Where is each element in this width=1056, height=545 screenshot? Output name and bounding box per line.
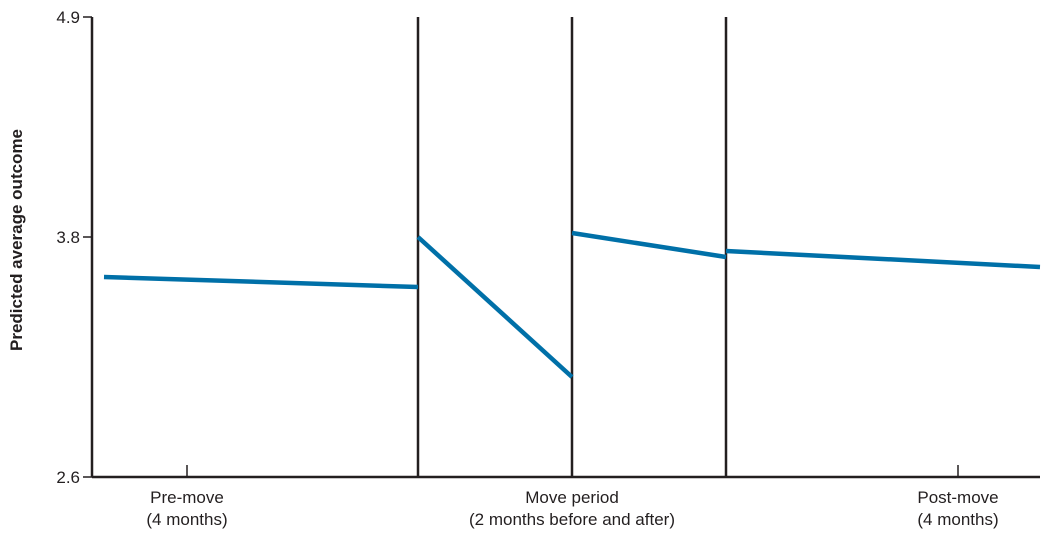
- x-category-label-line: Pre-move: [150, 488, 224, 507]
- y-axis: 4.9 3.8 2.6: [56, 8, 92, 487]
- series-lines: [103, 230, 1041, 379]
- y-tick-label: 3.8: [56, 228, 80, 247]
- x-category-label-line: (2 months before and after): [469, 510, 675, 529]
- x-category-label-pre: Pre-move (4 months): [146, 488, 227, 529]
- x-category-label-line: Move period: [525, 488, 619, 507]
- series-line-move-before: [416, 235, 574, 379]
- y-axis-label: Predicted average outcome: [7, 129, 26, 351]
- series-line-post-move: [725, 248, 1041, 270]
- y-tick-label: 4.9: [56, 8, 80, 27]
- series-line-pre-move: [103, 274, 419, 290]
- x-axis: Pre-move (4 months) Move period (2 months b…: [146, 465, 999, 529]
- x-category-label-post: Post-move (4 months): [917, 488, 998, 529]
- x-category-label-move: Move period (2 months before and after): [469, 488, 675, 529]
- x-category-label-line: (4 months): [917, 510, 998, 529]
- panel-borders: [90, 17, 1040, 479]
- series-line-move-after: [571, 230, 727, 260]
- y-tick-label: 2.6: [56, 468, 80, 487]
- x-category-label-line: (4 months): [146, 510, 227, 529]
- x-category-label-line: Post-move: [917, 488, 998, 507]
